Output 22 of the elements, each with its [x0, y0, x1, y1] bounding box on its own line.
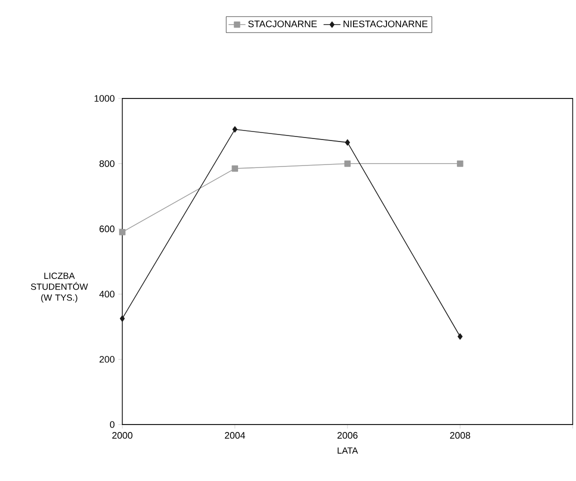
y-tick-label: 600 — [100, 225, 114, 232]
point — [120, 315, 125, 322]
legend-label: NIESTACJONARNE — [344, 20, 428, 28]
point — [344, 160, 351, 167]
legend-label: STACJONARNE — [248, 20, 317, 28]
y-tick-label: 800 — [100, 160, 114, 167]
x-tick-label: 2004 — [224, 432, 246, 439]
y-tick-label: 200 — [100, 356, 114, 363]
x-tick-label: 2008 — [450, 432, 470, 439]
point — [458, 333, 463, 340]
point — [232, 165, 238, 172]
x-axis-title: LATA — [338, 447, 358, 454]
point — [119, 228, 126, 236]
point — [456, 160, 464, 167]
x-tick-label: 2006 — [337, 432, 358, 439]
y-tick-label: 0 — [110, 421, 114, 428]
point — [232, 126, 238, 132]
x-tick-label: 2000 — [112, 432, 132, 439]
y-axis-title: LICZBA STUDENTÓW (W TYS.) — [30, 272, 88, 302]
y-tick-label: 1000 — [94, 94, 114, 102]
y-tick-label: 400 — [99, 290, 114, 298]
point — [345, 139, 350, 146]
